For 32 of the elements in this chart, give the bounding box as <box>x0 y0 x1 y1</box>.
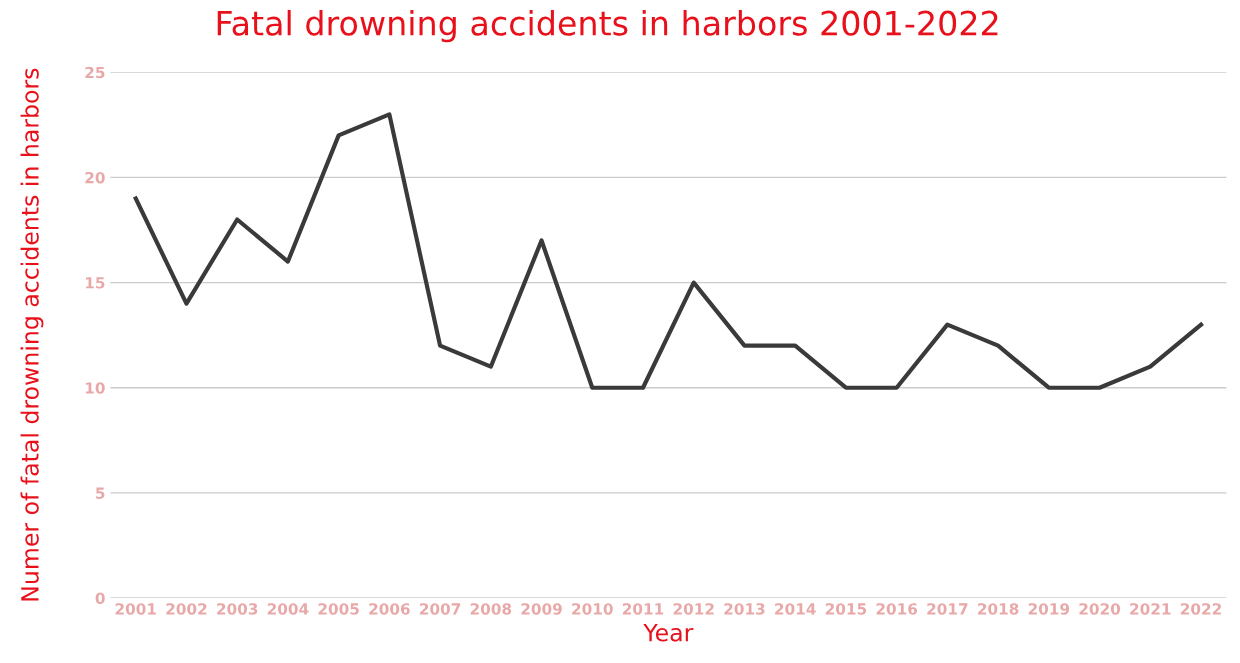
x-tick-label: 2022 <box>1180 603 1221 615</box>
x-tick-label: 2018 <box>978 603 1019 615</box>
y-tick-label: 10 <box>85 382 105 394</box>
x-tick-label: 2001 <box>115 603 156 615</box>
x-tick-label: 2010 <box>572 603 613 615</box>
x-tick-label: 2009 <box>521 603 562 615</box>
y-tick-label: 20 <box>85 171 105 184</box>
y-tick-label: 25 <box>85 66 105 79</box>
x-axis-title: Year <box>643 623 694 642</box>
x-tick-label: 2020 <box>1079 603 1121 615</box>
x-tick-label: 2014 <box>775 603 816 615</box>
x-tick-label: 2021 <box>1130 603 1171 615</box>
x-tick-label: 2005 <box>318 603 359 615</box>
y-tick-label: 15 <box>85 277 105 289</box>
x-tick-label: 2006 <box>369 603 410 615</box>
x-tick-label: 2003 <box>217 603 258 615</box>
y-axis-title: Numer of fatal drowning accidents in harbors <box>20 68 44 601</box>
x-tick-label: 2007 <box>420 603 461 615</box>
x-tick-label: 2013 <box>724 603 765 615</box>
y-tick-label: 0 <box>95 592 105 605</box>
x-tick-label: 2015 <box>825 603 867 615</box>
chart-title: Fatal drowning accidents in harbors 2001-2022 <box>217 9 998 43</box>
x-tick-label: 2017 <box>927 603 968 615</box>
x-tick-label: 2012 <box>673 603 714 615</box>
x-tick-label: 2019 <box>1028 603 1070 615</box>
x-tick-label: 2002 <box>166 603 207 615</box>
y-tick-label: 5 <box>96 487 105 499</box>
line-series <box>133 112 1204 390</box>
x-tick-label: 2016 <box>876 603 918 615</box>
x-tick-label: 2011 <box>622 603 664 615</box>
x-tick-label: 2004 <box>267 603 309 615</box>
x-tick-label: 2008 <box>470 603 512 615</box>
